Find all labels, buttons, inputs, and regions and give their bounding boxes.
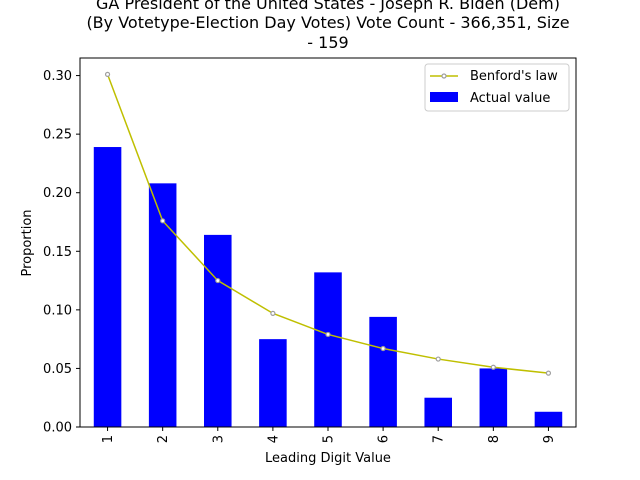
x-tick-label-4: 4 [266,435,281,443]
benford-line-series [104,71,552,376]
legend: Benford's law Actual value [424,63,570,112]
x-tick-label-7: 7 [432,435,447,443]
benford-point-9 [545,370,552,376]
y-tick-label-0.25: 0.25 [43,128,72,143]
x-axis-label: Leading Digit Value [265,451,391,466]
benford-point-4 [270,310,276,316]
chart-title: GA President of the United States - Jose… [86,0,569,52]
x-tick-label-1: 1 [101,435,116,443]
x-tick-label-6: 6 [377,435,392,443]
legend-line-marker [441,73,447,79]
benford-point-5 [325,331,331,338]
bar-digit-3 [204,234,232,427]
bar-digit-5 [314,272,342,427]
bar-digit-4 [259,339,287,427]
bar-digit-6 [369,316,397,427]
benford-point-6 [380,345,386,352]
chart-title-line-1: GA President of the United States - Jose… [96,0,560,13]
y-axis: 0.00 0.05 0.10 0.15 0.20 0.25 0.30 [43,69,80,436]
bar-digit-7 [424,397,452,427]
y-axis-label: Proportion [20,209,35,276]
x-tick-label-9: 9 [542,435,557,443]
bar-digit-9 [534,411,563,427]
bar-digit-1 [93,147,122,427]
y-tick-label-0.30: 0.30 [43,69,72,84]
chart-title-line-3: - 159 [307,33,348,52]
bar-series [93,147,563,427]
x-tick-label-8: 8 [487,435,502,443]
bar-digit-8 [479,368,508,427]
benford-point-8 [490,364,496,370]
y-tick-label-0.00: 0.00 [43,421,72,436]
x-tick-label-5: 5 [322,435,337,443]
legend-bar-swatch [430,92,458,102]
benford-point-2 [160,218,166,224]
y-tick-label-0.10: 0.10 [43,303,72,318]
benford-point-3 [215,277,221,284]
x-axis: 1 2 3 4 5 6 7 8 9 [101,427,557,443]
x-tick-label-2: 2 [156,435,171,443]
chart-title-line-2: (By Votetype-Election Day Votes) Vote Co… [86,13,569,32]
benford-point-7 [435,356,441,362]
legend-frame [424,63,570,112]
benford-point-1 [104,71,111,78]
legend-label-benford: Benford's law [470,69,558,84]
y-tick-label-0.20: 0.20 [43,186,72,201]
bar-digit-2 [148,183,177,427]
legend-label-actual: Actual value [470,91,550,106]
x-tick-label-3: 3 [211,435,226,443]
y-tick-label-0.15: 0.15 [43,245,72,260]
y-tick-label-0.05: 0.05 [43,362,72,377]
